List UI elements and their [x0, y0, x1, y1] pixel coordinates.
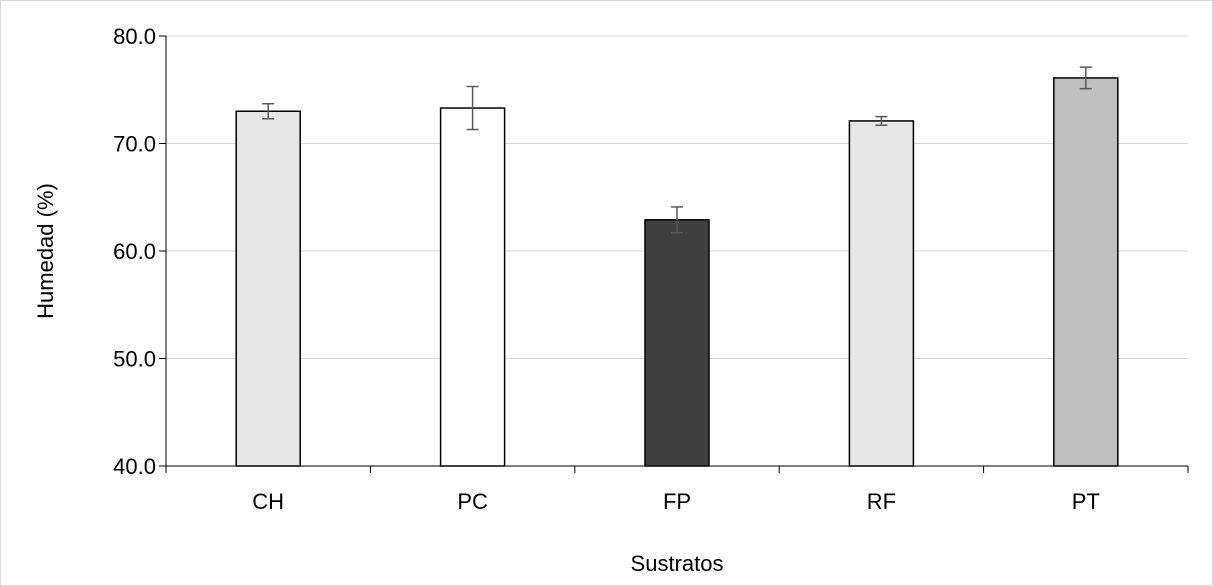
y-tick-label: 50.0 [113, 347, 156, 372]
tick-labels: 40.0 50.0 60.0 70.0 80.0 CH PC FP RF PT [113, 24, 1100, 514]
y-tick-label: 60.0 [113, 239, 156, 264]
bars [235, 77, 1119, 467]
y-tick-label: 70.0 [113, 132, 156, 157]
bar-pc [439, 107, 506, 467]
y-tick-label: 40.0 [113, 454, 156, 479]
x-tick-label-rf: RF [867, 489, 896, 514]
axes [159, 35, 1189, 473]
x-axis-title: Sustratos [631, 551, 724, 576]
bar-rf [848, 120, 915, 467]
x-tick-label-pc: PC [457, 489, 488, 514]
x-tick-label-fp: FP [663, 489, 691, 514]
x-tick-label-ch: CH [252, 489, 284, 514]
bar-ch [235, 110, 301, 467]
y-axis-title: Humedad (%) [33, 183, 58, 319]
y-tick-label: 80.0 [113, 24, 156, 49]
error-bars [262, 66, 1092, 234]
bar-fp [644, 219, 710, 467]
bar-pt [1053, 77, 1119, 467]
x-tick-label-pt: PT [1072, 489, 1100, 514]
